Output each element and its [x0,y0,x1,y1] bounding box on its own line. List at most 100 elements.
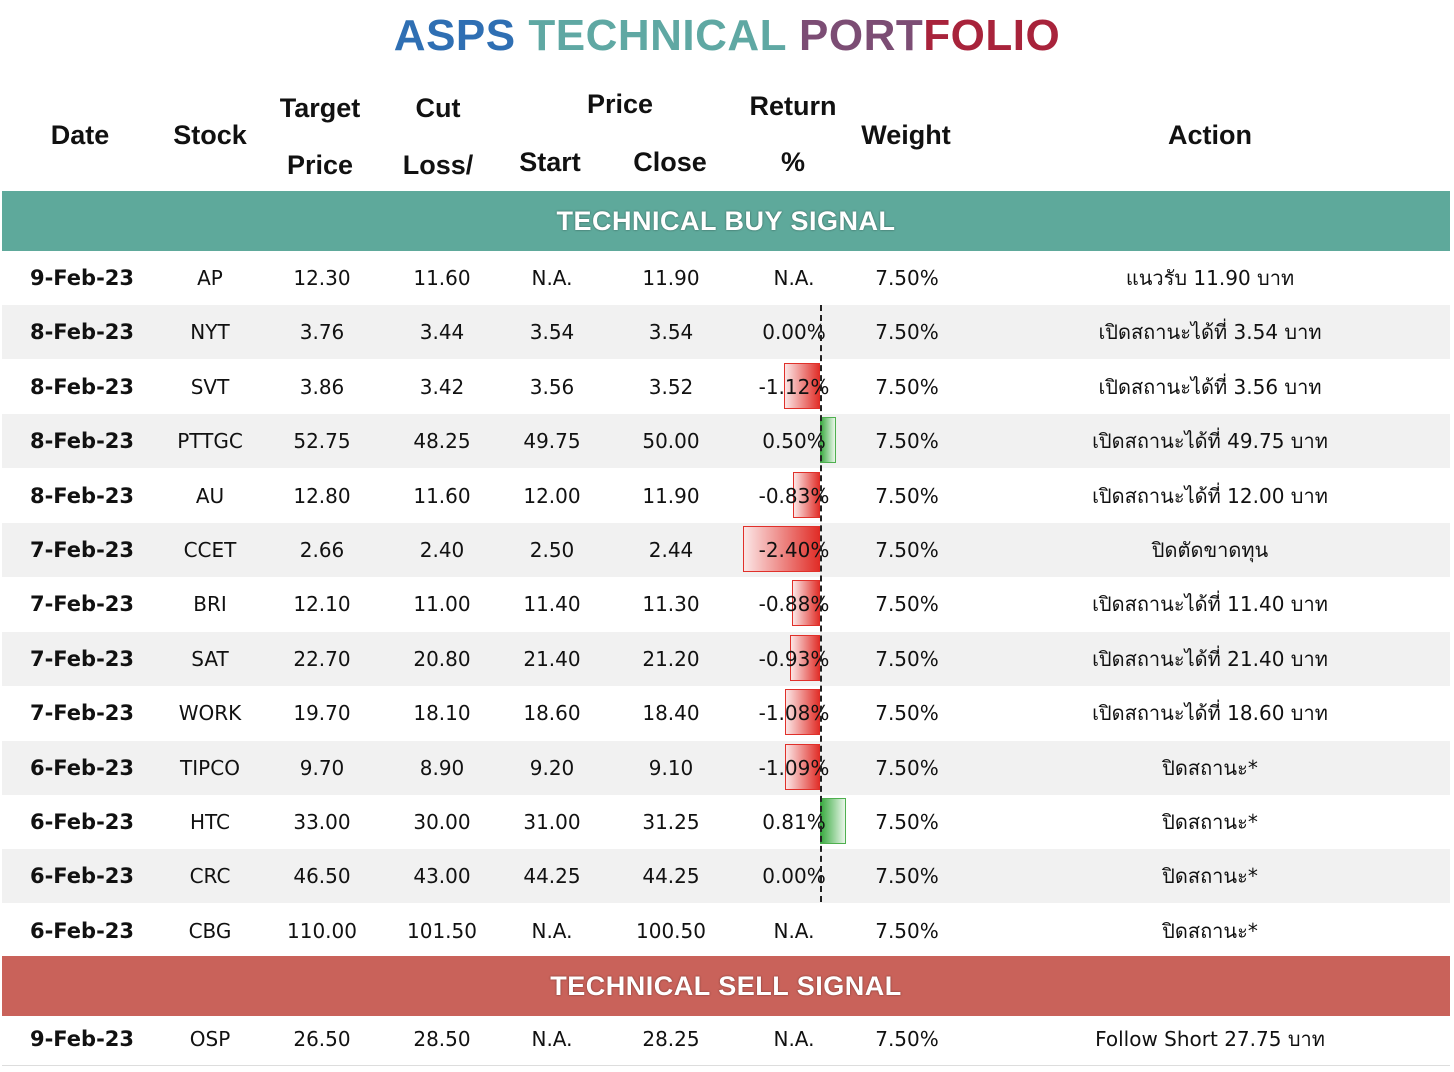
cell-weight: 7.50% [875,755,939,780]
cell-target-price: 12.30 [293,266,351,290]
cell-price-close: 11.90 [642,266,700,290]
title-part-port: PORT [799,11,924,60]
table-row: 6-Feb-23 CBG 110.00 101.50 N.A. 100.50 N.A. 7.5… [2,904,1450,958]
cell-price-close: 31.25 [642,810,700,834]
cell-price-close: 2.44 [648,538,694,562]
header-price: Price [586,89,654,119]
cell-price-start: 9.20 [529,755,575,780]
table-row: 9-Feb-23 OSP 26.50 28.50 N.A. 28.25 N.A. 7.50% F… [2,1012,1450,1066]
table-row: 7-Feb-23 CCET 2.66 2.40 2.50 2.44 -2.40% 7.50% ป… [2,523,1450,577]
cell-date: 8-Feb-23 [29,374,135,399]
cell-price-start: 18.60 [523,701,581,726]
cell-price-close: 11.30 [642,592,700,617]
header-cut-bottom: Loss/ [402,150,474,180]
cell-action: Follow Short 27.75 บาท [1095,1027,1325,1051]
cell-action: เปิดสถานะได้ที่ 12.00 บาท [1092,483,1328,508]
cell-date: 9-Feb-23 [29,1027,135,1051]
table-row: 8-Feb-23 SVT 3.86 3.42 3.56 3.52 -1.12% 7.50% เป… [2,360,1450,414]
cell-target-price: 12.80 [293,483,351,508]
negative-return-bar [743,526,820,572]
cell-price-close: 18.40 [642,701,700,726]
cell-action: ปิดสถานะ* [1162,918,1258,943]
table-row: 7-Feb-23 SAT 22.70 20.80 21.40 21.20 -0.93% 7.5… [2,631,1450,686]
cell-date: 6-Feb-23 [29,918,135,943]
positive-return-bar [820,798,846,844]
cell-weight: 7.50% [875,864,939,889]
cell-date: 8-Feb-23 [29,320,135,345]
cell-weight: 7.50% [875,374,939,399]
cell-return: 0.50% [762,429,826,454]
cell-price-start: 44.25 [523,864,581,889]
table-row: 8-Feb-23 PTTGC 52.75 48.25 49.75 50.00 0.50% 7.… [2,414,1450,469]
header-start: Start [519,147,581,177]
title-part-technical: TECHNICAL [528,11,787,60]
negative-return-bar [790,634,820,681]
cell-target-price: 22.70 [293,646,351,671]
cell-target-price: 19.70 [293,701,351,726]
cell-return: -1.12% [758,374,830,399]
cell-price-close: 44.25 [642,864,700,889]
cell-return: N.A. [773,918,815,943]
cell-price-start: 11.40 [523,592,581,617]
cell-weight: 7.50% [875,320,939,345]
cell-target-price: 46.50 [293,864,351,889]
cell-stock: SAT [191,646,229,671]
cell-weight: 7.50% [875,266,939,290]
cell-cut-loss: 11.60 [413,483,471,508]
cell-action: ปิดสถานะ* [1162,864,1258,889]
cell-price-start: 2.50 [529,538,575,562]
cell-stock: CCET [183,538,237,562]
cell-return: 0.81% [762,810,826,834]
cell-cut-loss: 3.44 [419,320,465,345]
cell-return: -0.88% [758,592,830,617]
positive-return-bar [820,417,836,464]
cell-weight: 7.50% [875,429,939,454]
cell-price-start: N.A. [531,266,573,290]
negative-return-bar [785,689,820,736]
cell-target-price: 52.75 [293,429,351,454]
header-cut-top: Cut [415,93,461,123]
cell-price-start: 3.56 [529,374,575,399]
cell-cut-loss: 3.42 [419,374,465,399]
cell-cut-loss: 28.50 [413,1027,471,1051]
cell-action: เปิดสถานะได้ที่ 21.40 บาท [1092,646,1328,671]
cell-weight: 7.50% [875,701,939,726]
cell-weight: 7.50% [875,592,939,617]
cell-cut-loss: 18.10 [413,701,471,726]
cell-return: -1.09% [758,755,830,780]
cell-price-close: 100.50 [636,918,706,943]
cell-price-start: 49.75 [523,429,581,454]
cell-price-start: 31.00 [523,810,581,834]
cell-return: 0.00% [762,864,826,889]
header-stock: Stock [173,120,247,150]
header-return-top: Return [749,91,837,121]
cell-action: เปิดสถานะได้ที่ 3.56 บาท [1098,374,1322,399]
cell-stock: OSP [189,1027,231,1051]
cell-cut-loss: 2.40 [419,538,465,562]
cell-price-start: 3.54 [529,320,575,345]
cell-date: 8-Feb-23 [29,429,135,454]
cell-target-price: 26.50 [293,1027,351,1051]
cell-cut-loss: 20.80 [413,646,471,671]
cell-action: เปิดสถานะได้ที่ 18.60 บาท [1092,701,1328,726]
header-close: Close [633,147,707,177]
cell-action: แนวรับ 11.90 บาท [1125,266,1295,290]
cell-date: 7-Feb-23 [29,592,135,617]
cell-stock: AU [195,483,225,508]
negative-return-bar [793,471,820,518]
cell-target-price: 12.10 [293,592,351,617]
cell-target-price: 110.00 [287,918,357,943]
cell-target-price: 9.70 [299,755,345,780]
cell-action: ปิดสถานะ* [1162,810,1258,834]
cell-weight: 7.50% [875,646,939,671]
cell-date: 7-Feb-23 [29,538,135,562]
cell-weight: 7.50% [875,918,939,943]
cell-price-close: 50.00 [642,429,700,454]
cell-date: 6-Feb-23 [29,864,135,889]
cell-stock: NYT [190,320,230,345]
cell-stock: CRC [189,864,231,889]
return-zero-axis [820,305,822,902]
cell-cut-loss: 30.00 [413,810,471,834]
table-row: 7-Feb-23 BRI 12.10 11.00 11.40 11.30 -0.88% 7.5… [2,577,1450,631]
cell-price-close: 3.52 [648,374,694,399]
